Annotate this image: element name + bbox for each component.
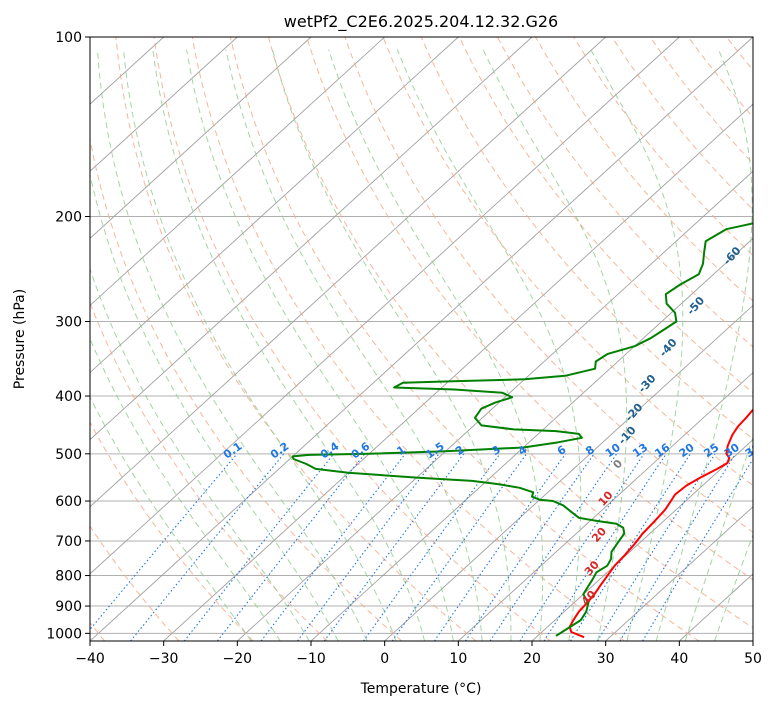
x-tick-label: 10 [449,651,467,667]
mixing-ratio-line [183,453,335,641]
moist-adiabat [225,49,483,641]
dry-adiabat [344,37,753,533]
moist-adiabat [90,172,339,641]
mixing-ratio-line [323,453,465,641]
dry-adiabat [420,37,753,440]
x-axis-label: Temperature (°C) [360,681,482,697]
dry-adiabat [90,421,254,641]
x-tick-label: 30 [597,651,615,667]
mixing-ratio-line [90,453,238,631]
mixing-ratio-line [543,453,667,641]
moist-adiabat [714,533,753,641]
isotherm-line [384,304,753,641]
isotherm-line [605,506,753,641]
isotherm-line [237,170,753,641]
moist-adiabat [123,49,397,641]
isobar-gridlines [90,37,753,634]
mixing-ratio-line [489,453,618,641]
mixing-ratio-lines [90,453,753,641]
y-axis-ticks: 100 200 300 400 500 600 700 800 900 1000 [46,30,90,642]
x-tick-label: −10 [296,651,326,667]
dry-adiabat [496,37,753,348]
isotherm-line [90,37,753,641]
moist-adiabat [97,49,368,641]
y-tick-label: 700 [55,534,82,550]
dewpoint-line [291,222,753,637]
x-tick-label: −30 [149,651,179,667]
isotherm-line [90,37,606,508]
x-axis-ticks: −40 −30 −20 −10 0 10 20 30 40 50 [75,641,762,667]
dry-adiabat [90,525,180,641]
isotherm-line [310,237,753,641]
isotherm-line [90,37,312,239]
y-tick-label: 300 [55,315,82,331]
y-tick-label: 500 [55,447,82,463]
moist-adiabat [186,49,454,641]
mixing-ratio-line [464,453,595,641]
mixing-ratio-line [297,453,440,641]
dry-adiabat [115,37,477,641]
y-axis-label: Pressure (hPa) [12,289,28,389]
moist-adiabat [272,49,512,641]
dry-adiabat [306,37,753,581]
plot-frame [89,36,754,642]
moist-adiabat [684,435,753,641]
dry-adiabat [458,37,753,394]
mixing-ratio-line [216,453,366,641]
dry-adiabat [90,301,328,641]
dry-adiabat [382,37,753,487]
moist-adiabat [590,49,684,641]
y-tick-label: 600 [55,494,82,510]
isotherm-line [90,37,680,575]
x-tick-label: −40 [75,651,105,667]
mixing-ratio-line [433,453,566,641]
mixing-ratio-line [362,453,501,641]
chart-title: wetPf2_C2E6.2025.204.12.32.G26 [284,12,558,32]
mixing-ratio-line [391,453,528,641]
x-tick-label: 40 [670,651,688,667]
mixing-ratio-label: 36 [743,441,763,461]
moist-adiabat [482,49,628,641]
dry-adiabat [191,37,625,641]
y-tick-label: 100 [55,30,82,46]
y-tick-label: 1000 [46,626,82,642]
x-tick-label: 50 [744,651,762,667]
y-tick-label: 900 [55,599,82,615]
moist-adiabat [655,49,753,641]
isotherm-line [90,37,459,374]
x-tick-label: 20 [523,651,541,667]
isotherm-line [531,439,753,641]
x-tick-label: −20 [223,651,253,667]
moist-adiabat [152,49,426,641]
dry-adiabat [535,37,753,302]
dry-adiabat [268,37,753,629]
isotherm-line [90,37,385,307]
y-tick-label: 200 [55,210,82,226]
isotherm-line [90,37,238,172]
mixing-ratio-line [642,458,753,641]
dry-adiabat [153,37,551,641]
moist-adiabat [90,267,310,641]
isotherm-line [163,103,753,641]
temperature-line [568,408,753,639]
moist-adiabats [90,49,753,641]
moist-adiabat [396,49,582,641]
isotherm-line [458,371,753,641]
y-tick-label: 400 [55,389,82,405]
mixing-ratio-line [260,453,406,641]
isotherm-line [90,37,533,441]
moist-adiabat [328,49,544,641]
skewed-isotherms [90,37,753,641]
y-tick-label: 800 [55,569,82,585]
profile-series [291,222,753,639]
x-tick-label: 0 [380,651,389,667]
